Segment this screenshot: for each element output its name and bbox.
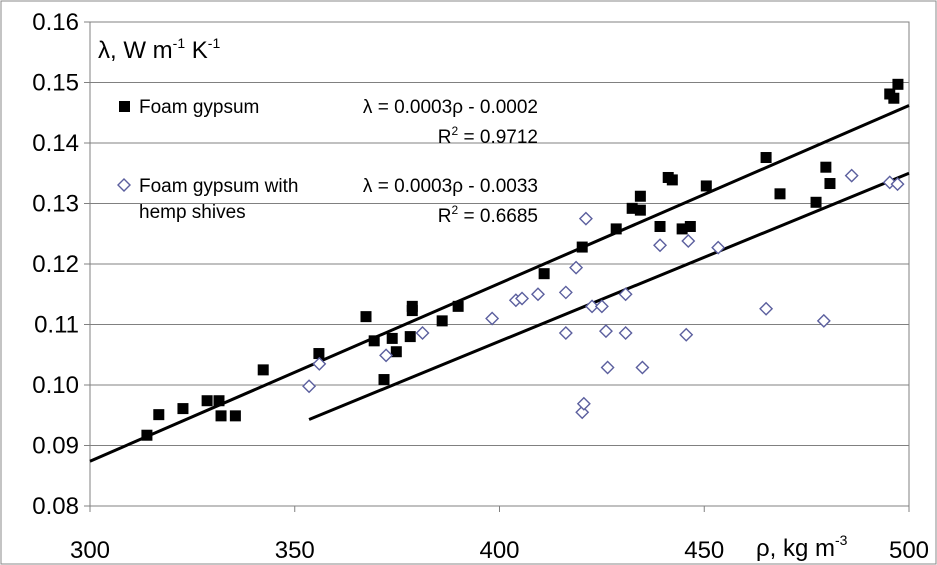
x-axis-label: ρ, kg m-3 [756,532,848,562]
point-foam-gypsum [368,335,380,347]
trendline-hemp-shives [308,171,910,421]
point-foam-gypsum [538,268,550,280]
y-tick-label: 0.15 [32,70,79,97]
point-hemp-shives [578,211,593,226]
x-tick-label: 450 [684,537,724,564]
point-hemp-shives [816,313,831,328]
data-points [141,78,905,441]
legend-label-hemp-shives-line1: Foam gypsum with [139,176,298,197]
point-foam-gypsum [760,152,772,164]
point-hemp-shives [585,299,600,314]
y-tick-label: 0.08 [32,493,79,520]
point-hemp-shives [379,348,394,363]
equation-foam-gypsum: λ = 0.0003ρ - 0.0002 [363,97,538,118]
point-foam-gypsum [892,78,904,90]
y-tick-label: 0.10 [32,372,79,399]
point-foam-gypsum [386,332,398,344]
point-foam-gypsum [313,348,325,360]
point-hemp-shives [576,396,591,411]
point-hemp-shives [312,356,327,371]
legend-marker-foam-gypsum [119,101,130,112]
point-foam-gypsum [390,346,402,358]
r2-foam-gypsum: R2 = 0.9712 [438,124,538,148]
point-hemp-shives [618,325,633,340]
point-hemp-shives [302,379,317,394]
equation-hemp-shives: λ = 0.0003ρ - 0.0033 [363,176,538,197]
y-tick-label: 0.09 [32,433,79,460]
point-foam-gypsum [153,409,165,421]
y-axis-label: λ, W m-1 K-1 [98,35,220,64]
point-hemp-shives [618,287,633,302]
point-foam-gypsum [378,374,390,386]
point-hemp-shives [515,291,530,306]
point-foam-gypsum [141,429,153,441]
point-hemp-shives [635,360,650,375]
point-foam-gypsum [406,300,418,312]
point-hemp-shives [415,325,430,340]
point-hemp-shives [681,234,696,248]
point-hemp-shives [600,360,615,375]
trendlines [89,104,910,463]
legend-label-foam-gypsum: Foam gypsum [139,97,259,118]
y-tick-label: 0.13 [32,191,79,218]
point-foam-gypsum [634,204,646,216]
point-hemp-shives [569,260,584,275]
point-hemp-shives [531,287,545,302]
x-tick-label: 400 [479,537,519,564]
point-foam-gypsum [824,178,836,190]
point-foam-gypsum [626,202,638,214]
trendline-foam-gypsum [89,104,910,463]
point-foam-gypsum [452,300,464,312]
point-foam-gypsum [676,223,688,235]
point-foam-gypsum [774,188,786,200]
x-axis-ticks: 300 350 400 450 500 [70,506,929,564]
point-foam-gypsum [360,311,372,323]
trendline-annotations: λ = 0.0003ρ - 0.0002 R2 = 0.9712 λ = 0.0… [363,97,538,227]
point-foam-gypsum [177,403,189,415]
point-hemp-shives [598,324,613,339]
point-foam-gypsum [810,196,822,208]
x-tick-label: 300 [70,537,110,564]
point-hemp-shives [711,240,726,255]
point-foam-gypsum [610,223,622,235]
y-axis-ticks: 0.08 0.09 0.10 0.11 0.12 0.13 0.14 0.15 0.16 [32,9,90,520]
point-hemp-shives [594,299,609,314]
point-foam-gypsum [229,410,241,422]
y-tick-label: 0.14 [32,130,79,157]
point-foam-gypsum [684,220,696,232]
point-foam-gypsum [576,241,588,253]
x-tick-label: 350 [275,537,315,564]
point-hemp-shives [890,177,905,192]
point-foam-gypsum [215,410,227,422]
legend-label-hemp-shives-line2: hemp shives [139,202,246,223]
point-foam-gypsum [666,174,678,186]
point-hemp-shives [558,285,573,300]
point-hemp-shives [759,301,774,316]
y-tick-label: 0.12 [32,251,79,278]
point-hemp-shives [844,168,859,183]
point-foam-gypsum [213,395,225,407]
point-foam-gypsum [820,161,832,173]
point-foam-gypsum [654,220,666,232]
gridlines [90,82,909,446]
point-foam-gypsum [888,92,900,104]
point-foam-gypsum [436,315,448,327]
point-foam-gypsum [404,331,416,343]
point-foam-gypsum [257,364,269,376]
y-tick-label: 0.16 [32,9,79,36]
point-foam-gypsum [201,395,213,407]
legend-marker-hemp-shives [117,178,131,192]
point-hemp-shives [558,325,573,340]
point-foam-gypsum [700,180,712,192]
legend: Foam gypsum Foam gypsum with hemp shives [117,97,298,223]
point-hemp-shives [485,311,500,326]
x-tick-label: 500 [889,537,929,564]
point-foam-gypsum [634,190,646,202]
point-hemp-shives [653,238,668,253]
y-tick-label: 0.11 [34,312,79,339]
r2-hemp-shives: R2 = 0.6685 [438,203,538,227]
point-hemp-shives [679,327,694,342]
